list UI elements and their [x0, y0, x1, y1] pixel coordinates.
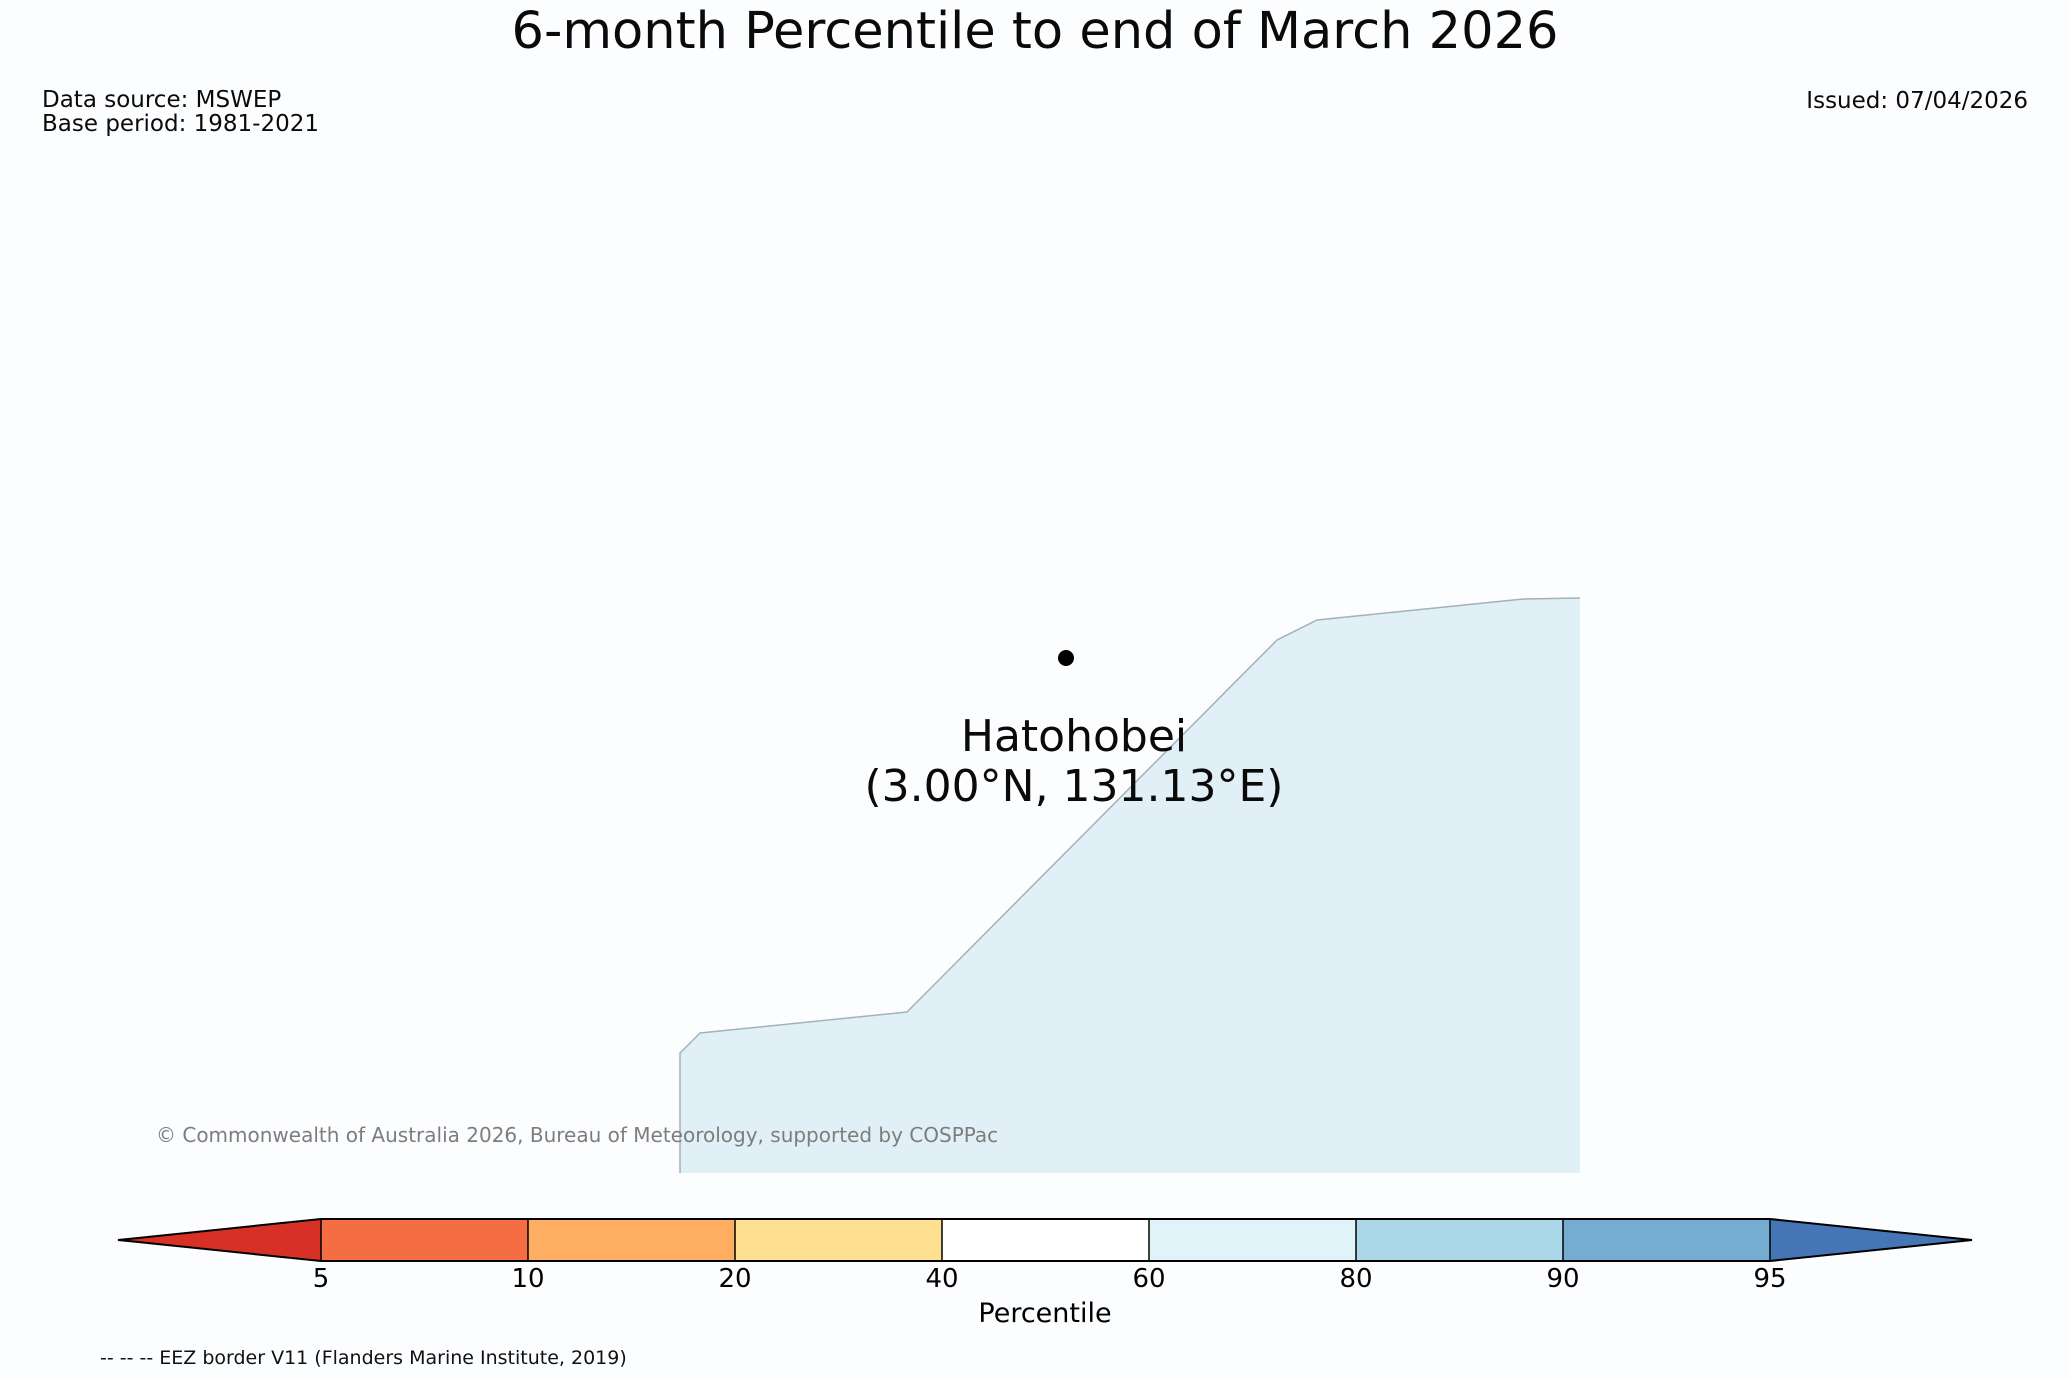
station-coordinates: (3.00°N, 131.13°E) — [864, 761, 1284, 812]
base-period-text: Base period: 1981-2021 — [42, 111, 320, 137]
figure-title: 6-month Percentile to end of March 2026 — [511, 2, 1559, 61]
eez-border-line — [679, 597, 1581, 1173]
colorbar-tick-label: 20 — [718, 1264, 752, 1294]
colorbar-tick-label: 5 — [312, 1264, 330, 1294]
station-label: Hatohobei (3.00°N, 131.13°E) — [724, 712, 1424, 812]
colorbar-cell — [735, 1219, 942, 1261]
station-marker-dot — [1058, 650, 1074, 666]
copyright-text: © Commonwealth of Australia 2026, Bureau… — [156, 1123, 999, 1147]
data-source-block: Data source: MSWEP Base period: 1981-202… — [42, 88, 319, 136]
colorbar-tick-label: 95 — [1753, 1264, 1787, 1294]
data-source-text: Data source: MSWEP — [42, 87, 282, 113]
issued-date-text: Issued: 07/04/2026 — [1806, 88, 2028, 114]
eez-region-shading — [680, 598, 1580, 1173]
eez-border-legend-note: -- -- -- EEZ border V11 (Flanders Marine… — [100, 1347, 627, 1369]
colorbar-tick-label: 90 — [1546, 1264, 1580, 1294]
colorbar-tick-label: 60 — [1132, 1264, 1166, 1294]
colorbar — [117, 1218, 1973, 1262]
colorbar-tick-label: 40 — [925, 1264, 959, 1294]
colorbar-tick-label: 10 — [511, 1264, 545, 1294]
colorbar-cell — [1356, 1219, 1563, 1261]
colorbar-axis-label: Percentile — [978, 1298, 1112, 1329]
colorbar-cell — [1563, 1219, 1770, 1261]
colorbar-cell — [528, 1219, 735, 1261]
colorbar-right-arrow — [1770, 1219, 1972, 1261]
colorbar-outline — [117, 1218, 1973, 1262]
colorbar-cell — [1149, 1219, 1356, 1261]
colorbar-left-arrow — [118, 1219, 321, 1261]
colorbar-cell — [942, 1219, 1149, 1261]
station-name: Hatohobei — [960, 711, 1188, 762]
colorbar-tick-label: 80 — [1339, 1264, 1373, 1294]
colorbar-cell — [321, 1219, 528, 1261]
